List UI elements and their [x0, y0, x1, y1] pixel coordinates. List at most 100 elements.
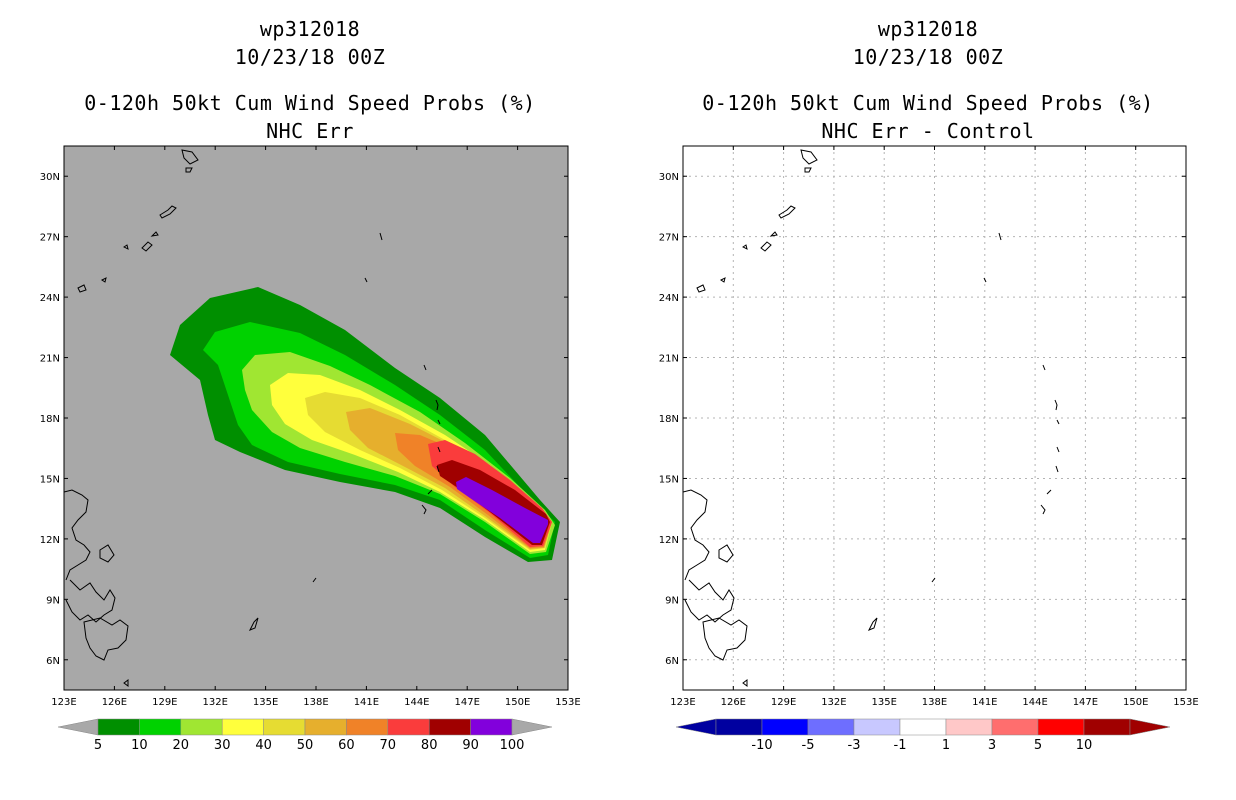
- right-title-datetime: 10/23/18 00Z: [852, 45, 1004, 69]
- lon-tick-label: 138E: [922, 697, 947, 708]
- colorbar-label: 20: [173, 738, 190, 753]
- right-title-storm-id: wp312018: [877, 17, 979, 41]
- lat-tick-label: 30N: [40, 172, 60, 183]
- visayas-coastline: [65, 579, 116, 623]
- palau-coastline: [867, 617, 878, 631]
- lat-tick-label: 9N: [665, 595, 679, 606]
- colorbar-label: 100: [500, 738, 525, 753]
- samar-coastline: [99, 544, 115, 563]
- colorbar-over-triangle: [511, 718, 553, 736]
- colorbar-swatch: [387, 718, 430, 736]
- colorbar-over-triangle: [1129, 718, 1171, 736]
- lat-tick-label: 18N: [40, 414, 60, 425]
- lat-tick-label: 12N: [40, 535, 60, 546]
- lon-tick-label: 150E: [505, 697, 530, 708]
- right-axes: 123E 126E 129E 132E 135E 138E 141E 144E 147E 150E…: [659, 146, 1199, 708]
- kyushu-coastline: [800, 149, 818, 173]
- colorbar-label: -5: [802, 738, 815, 753]
- lat-tick-label: 9N: [46, 595, 60, 606]
- small-island-coastline: [123, 679, 129, 687]
- mindanao-coastline: [83, 617, 129, 661]
- lon-tick-label: 135E: [871, 697, 896, 708]
- colorbar-swatch: [346, 718, 389, 736]
- marcus-islands-coastline: [983, 232, 1002, 283]
- colorbar-swatch: [470, 718, 513, 736]
- lon-tick-label: 147E: [1073, 697, 1098, 708]
- colorbar-label: -1: [894, 738, 907, 753]
- lat-tick-label: 24N: [659, 293, 679, 304]
- colorbar-swatch: [899, 718, 947, 736]
- colorbar-label: 3: [988, 738, 996, 753]
- visayas-coastline: [684, 579, 735, 623]
- lat-tick-label: 21N: [659, 354, 679, 365]
- small-island-coastline: [742, 679, 748, 687]
- lat-tick-label: 15N: [40, 474, 60, 485]
- lat-tick-label: 24N: [40, 293, 60, 304]
- kyushu-coastline: [181, 149, 199, 173]
- lon-tick-label: 132E: [202, 697, 227, 708]
- lon-tick-label: 123E: [670, 697, 695, 708]
- yap-coastline: [931, 577, 936, 583]
- colorbar-swatch: [304, 718, 347, 736]
- colorbar-swatch: [853, 718, 901, 736]
- lon-tick-label: 153E: [555, 697, 580, 708]
- left-title-datetime: 10/23/18 00Z: [234, 45, 386, 69]
- lat-tick-label: 21N: [40, 354, 60, 365]
- colorbar-swatch: [991, 718, 1039, 736]
- lon-tick-label: 144E: [1022, 697, 1047, 708]
- prob-100-contour: [460, 480, 548, 541]
- right-coastlines: [683, 149, 1060, 687]
- luzon-coastline: [64, 489, 91, 581]
- okinawa-coastline: [159, 205, 177, 219]
- lon-tick-label: 126E: [102, 697, 127, 708]
- okinawa-coastline: [778, 205, 796, 219]
- colorbar-under-triangle: [675, 718, 717, 736]
- colorbar-under-triangle: [57, 718, 99, 736]
- colorbar-label: 90: [462, 738, 479, 753]
- right-map-panel: 123E 126E 129E 132E 135E 138E 141E 144E 147E 150E…: [659, 145, 1199, 708]
- lat-tick-label: 6N: [665, 656, 679, 667]
- yap-coastline: [312, 577, 317, 583]
- colorbar-label: 30: [214, 738, 231, 753]
- colorbar-label: 10: [1076, 738, 1093, 753]
- palau-coastline: [248, 617, 259, 631]
- mindanao-coastline: [702, 617, 748, 661]
- colorbar-swatch: [180, 718, 223, 736]
- colorbar-swatch: [139, 718, 182, 736]
- colorbar-label: -3: [848, 738, 861, 753]
- colorbar-swatch: [715, 718, 763, 736]
- lon-tick-label: 129E: [152, 697, 177, 708]
- colorbar-swatch: [1083, 718, 1131, 736]
- mariana-islands-coastline: [1040, 364, 1060, 515]
- colorbar-label: 80: [421, 738, 438, 753]
- lat-tick-label: 12N: [659, 535, 679, 546]
- lon-tick-label: 141E: [354, 697, 379, 708]
- colorbar-label: 1: [942, 738, 950, 753]
- colorbar-swatch: [97, 718, 140, 736]
- lon-tick-label: 132E: [821, 697, 846, 708]
- lon-tick-label: 150E: [1123, 697, 1148, 708]
- left-axes: 123E 126E 129E 132E 135E 138E 141E 144E 147E 150E…: [40, 146, 581, 708]
- mariana-islands-coastline: [421, 364, 441, 515]
- colorbar-label: 50: [297, 738, 314, 753]
- colorbar-swatch: [945, 718, 993, 736]
- lat-tick-label: 18N: [659, 414, 679, 425]
- lon-tick-label: 138E: [303, 697, 328, 708]
- colorbar-label: 10: [131, 738, 148, 753]
- right-title-subtitle: NHC Err - Control: [821, 119, 1035, 143]
- right-gridlines: [683, 146, 1186, 690]
- lon-tick-label: 147E: [454, 697, 479, 708]
- left-title-product: 0-120h 50kt Cum Wind Speed Probs (%): [84, 91, 536, 115]
- lon-tick-label: 123E: [51, 697, 76, 708]
- lon-tick-label: 141E: [972, 697, 997, 708]
- lon-tick-label: 126E: [721, 697, 746, 708]
- lat-tick-label: 27N: [40, 233, 60, 244]
- colorbar-label: 70: [380, 738, 397, 753]
- samar-coastline: [718, 544, 734, 563]
- colorbar-swatch: [428, 718, 471, 736]
- ryukyu-islands-coastline: [77, 231, 159, 293]
- marcus-islands-coastline: [364, 232, 383, 283]
- colorbar-swatch: [221, 718, 264, 736]
- colorbar-label: 40: [255, 738, 272, 753]
- left-title-storm-id: wp312018: [259, 17, 361, 41]
